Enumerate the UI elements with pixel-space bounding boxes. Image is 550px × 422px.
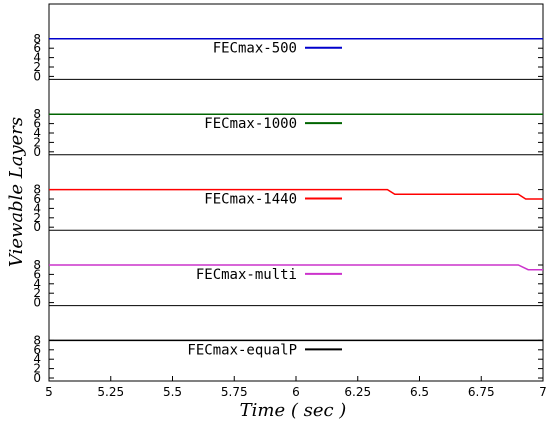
series-line — [49, 188, 543, 200]
x-tick-label: 5 — [45, 385, 53, 399]
y-tick-label: 4 — [33, 51, 41, 65]
y-tick-label: 2 — [33, 362, 41, 376]
y-tick-label: 6 — [33, 41, 41, 55]
x-tick-label: 6 — [292, 385, 300, 399]
y-tick-label: 0 — [33, 220, 41, 234]
y-tick-label: 4 — [33, 277, 41, 291]
y-tick-label: 8 — [33, 258, 41, 272]
y-tick-label: 8 — [33, 183, 41, 197]
legend-label: FECmax-multi — [196, 267, 297, 283]
y-tick-label: 6 — [33, 343, 41, 357]
y-tick-label: 6 — [33, 117, 41, 131]
x-tick-label: 5.25 — [97, 385, 124, 399]
x-axis-title: Time ( sec ) — [240, 400, 347, 421]
x-tick-label: 7 — [539, 385, 547, 399]
series-line — [49, 264, 543, 271]
y-tick-label: 4 — [33, 126, 41, 140]
y-tick-label: 2 — [33, 60, 41, 74]
x-axis: 5 5.25 5.5 5.75 6 6.25 6.5 6.75 7 — [45, 376, 547, 399]
y-tick-label: 8 — [33, 333, 41, 347]
panels-layer: 02468FECmax-50002468FECmax-100002468FECm… — [33, 3, 544, 385]
y-tick-label: 0 — [33, 69, 41, 83]
y-tick-label: 0 — [33, 145, 41, 159]
y-tick-label: 6 — [33, 192, 41, 206]
y-tick-label: 8 — [33, 32, 41, 46]
legend-label: FECmax-equalP — [187, 342, 297, 358]
y-tick-label: 8 — [33, 107, 41, 121]
x-tick-label: 5.75 — [221, 385, 248, 399]
y-tick-label: 4 — [33, 201, 41, 215]
legend-label: FECmax-1440 — [204, 192, 297, 208]
x-tick-label: 6.75 — [468, 385, 495, 399]
y-tick-label: 2 — [33, 135, 41, 149]
y-tick-label: 0 — [33, 371, 41, 385]
y-tick-label: 2 — [33, 211, 41, 225]
x-tick-label: 6.25 — [344, 385, 371, 399]
y-tick-label: 2 — [33, 286, 41, 300]
y-axis-title: Viewable Layers — [6, 117, 27, 267]
legend-label: FECmax-500 — [213, 41, 297, 57]
y-tick-label: 0 — [33, 296, 41, 310]
x-tick-label: 5.5 — [163, 385, 182, 399]
y-tick-label: 6 — [33, 267, 41, 281]
legend-label: FECmax-1000 — [204, 116, 297, 132]
y-tick-label: 4 — [33, 352, 41, 366]
x-tick-label: 6.5 — [410, 385, 429, 399]
